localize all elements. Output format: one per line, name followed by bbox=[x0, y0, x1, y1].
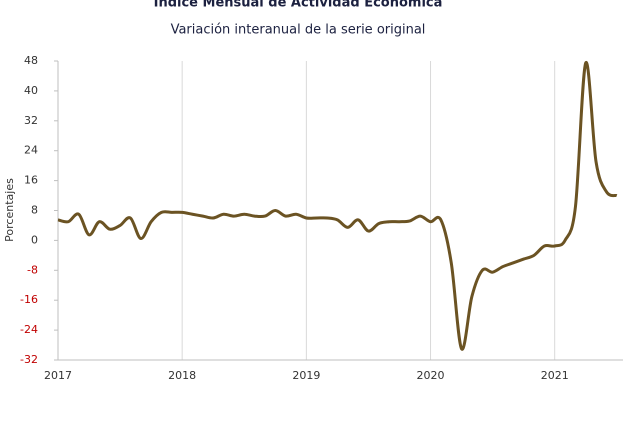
chart-subtitle: Variación interanual de la serie origina… bbox=[171, 23, 426, 38]
x-tick-label: 2019 bbox=[292, 369, 320, 382]
y-tick-label: -24 bbox=[20, 323, 38, 336]
x-tick-label: 2020 bbox=[417, 369, 445, 382]
y-tick-label: 24 bbox=[24, 144, 38, 157]
y-tick-label: 8 bbox=[31, 204, 38, 217]
y-tick-label: 16 bbox=[24, 174, 38, 187]
y-tick-label: -16 bbox=[20, 293, 38, 306]
x-tick-label: 2017 bbox=[44, 369, 72, 382]
y-axis-label: Porcentajes bbox=[3, 178, 16, 242]
line-series bbox=[57, 61, 618, 351]
chart-title: Índice Mensual de Actividad Económica bbox=[154, 0, 443, 11]
x-tick-label: 2021 bbox=[541, 369, 569, 382]
y-tick-label: 48 bbox=[24, 54, 38, 67]
x-tick-label: 2018 bbox=[168, 369, 196, 382]
y-tick-label: 32 bbox=[24, 114, 38, 127]
y-tick-label: 40 bbox=[24, 84, 38, 97]
y-tick-label: 0 bbox=[31, 233, 38, 246]
y-tick-label: -8 bbox=[27, 263, 38, 276]
y-tick-label: -32 bbox=[20, 353, 38, 366]
